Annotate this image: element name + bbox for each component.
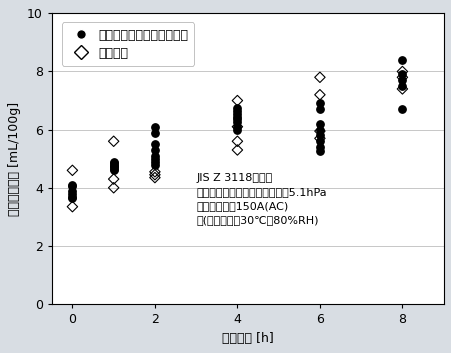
Point [398,74,405,80]
Point [398,69,405,74]
Point [151,141,158,147]
Point [69,191,76,196]
Point [398,77,405,83]
Point [151,162,158,167]
Point [69,182,76,188]
Point [316,136,323,141]
X-axis label: 吸湿時間 [h]: 吸湿時間 [h] [221,332,273,345]
Point [110,163,117,169]
Legend: アルミラミネート脱気包装, 従来包装: アルミラミネート脱気包装, 従来包装 [62,23,194,66]
Point [316,138,323,144]
Point [233,108,240,114]
Point [233,124,240,130]
Point [316,101,323,106]
Point [398,72,405,77]
Point [233,114,240,119]
Point [316,127,323,132]
Point [69,168,76,173]
Point [151,159,158,164]
Point [233,127,240,132]
Point [69,194,76,199]
Point [151,124,158,130]
Point [69,195,76,201]
Point [233,147,240,153]
Point [316,128,323,134]
Point [151,153,158,158]
Point [316,107,323,112]
Point [398,83,405,89]
Point [398,57,405,63]
Point [233,138,240,144]
Point [316,133,323,138]
Point [233,98,240,103]
Point [316,74,323,80]
Point [316,144,323,150]
Point [110,162,117,167]
Point [233,124,240,130]
Point [398,107,405,112]
Point [110,185,117,191]
Point [233,120,240,125]
Point [398,86,405,92]
Point [110,138,117,144]
Point [110,159,117,164]
Point [110,166,117,172]
Text: JIS Z 3118に準拠
・溶接雰囲気中の水蒸気分圧：5.1hPa
・溶接電流：150A(AC)
　(吸湿条件：30℃／80%RH): JIS Z 3118に準拠 ・溶接雰囲気中の水蒸気分圧：5.1hPa ・溶接電流… [196,173,327,225]
Point [233,105,240,110]
Point [151,130,158,135]
Point [151,156,158,162]
Point [151,172,158,178]
Point [110,160,117,166]
Point [151,175,158,180]
Point [151,169,158,175]
Point [69,184,76,189]
Point [316,149,323,154]
Point [316,121,323,127]
Point [110,176,117,182]
Point [69,204,76,210]
Point [316,92,323,97]
Point [69,188,76,193]
Point [233,111,240,116]
Point [233,116,240,122]
Point [151,147,158,153]
Y-axis label: 拡散性水素量 [mL/100g]: 拡散性水素量 [mL/100g] [8,102,21,216]
Point [110,164,117,170]
Point [110,168,117,173]
